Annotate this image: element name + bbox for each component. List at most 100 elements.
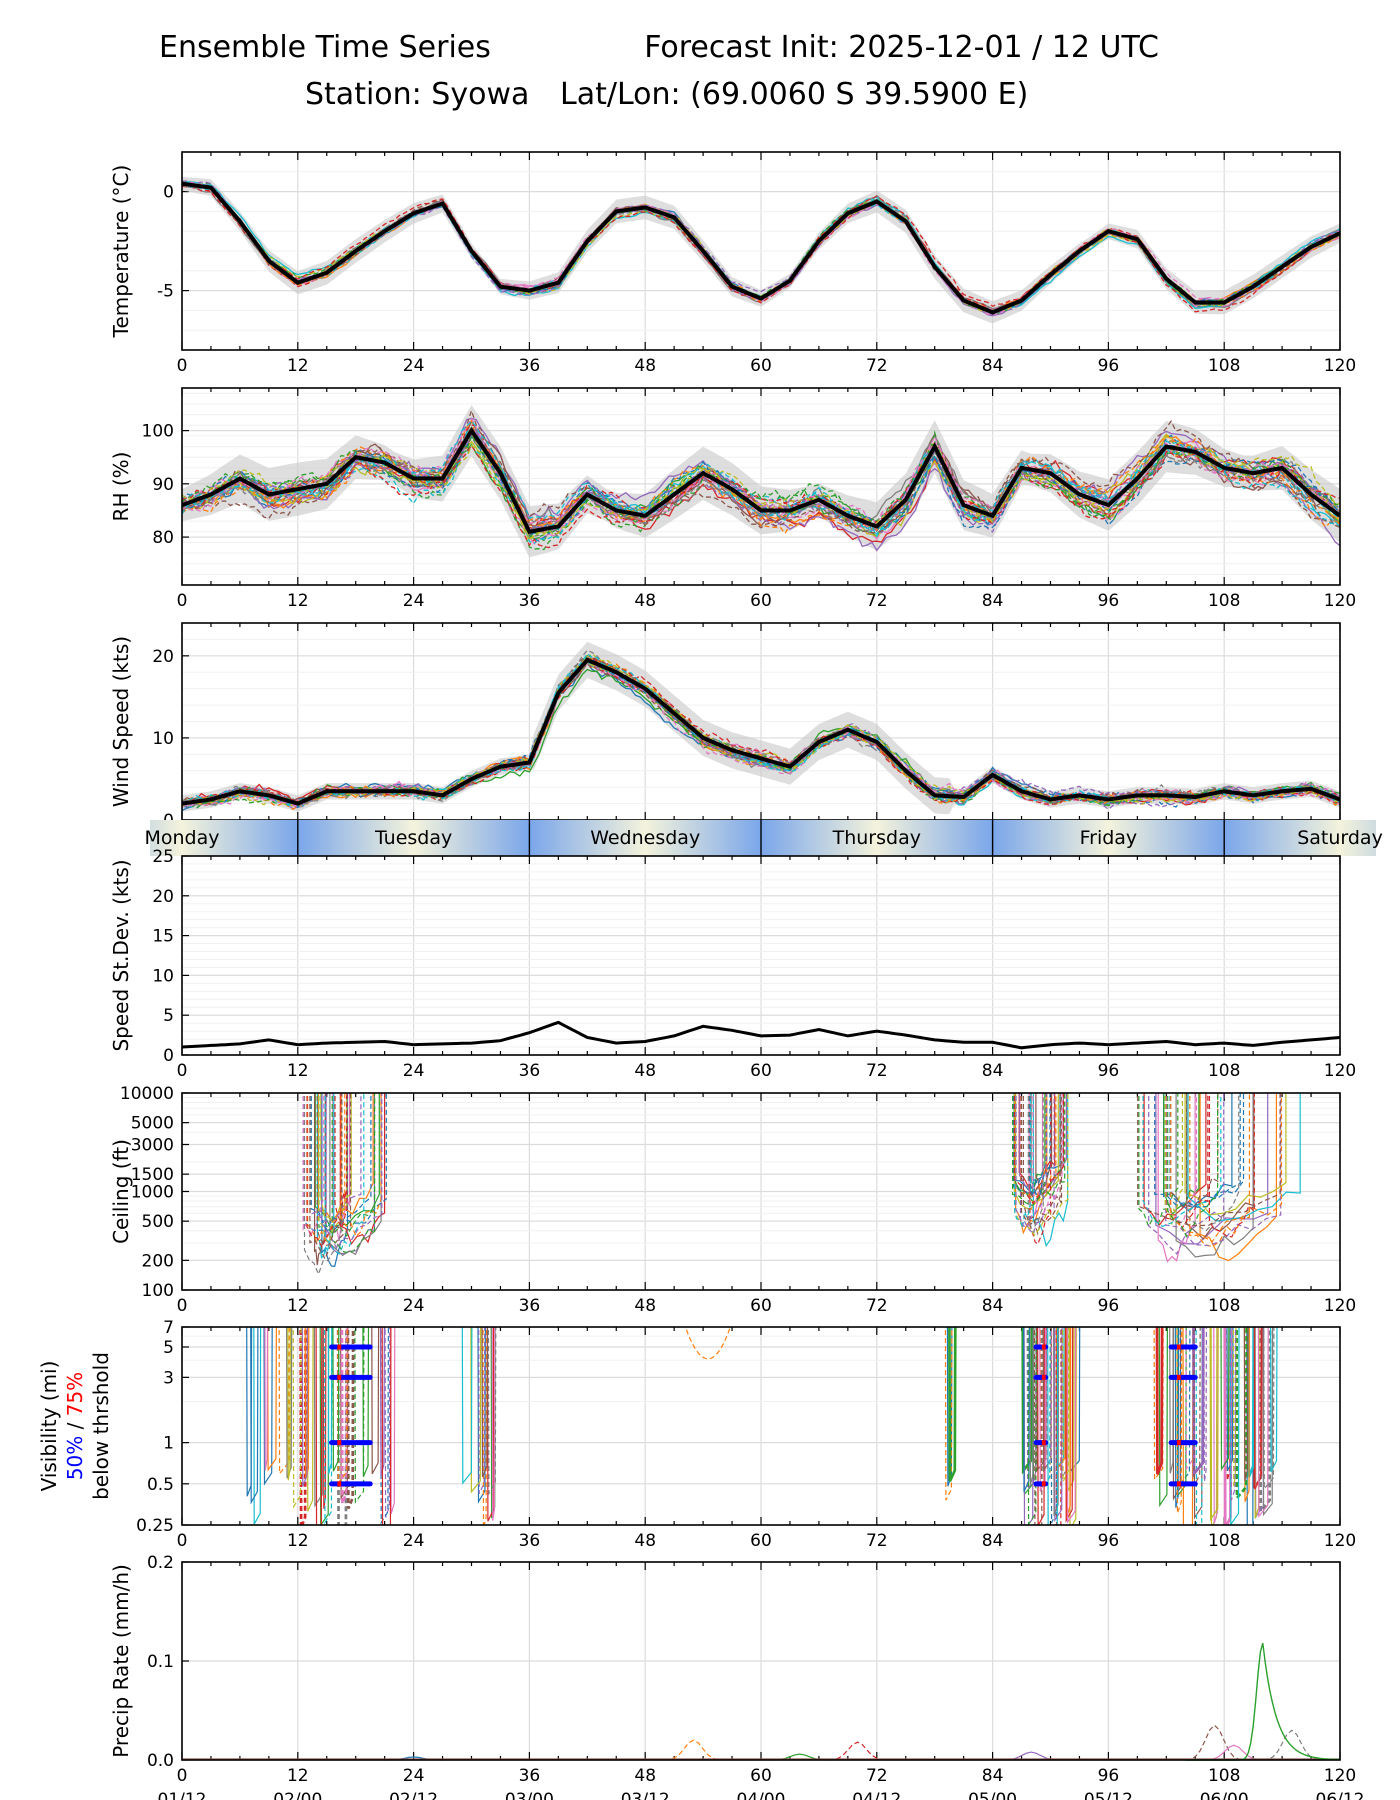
temp-panel-spread-band — [182, 176, 1340, 324]
rh-panel-frame — [181, 387, 1341, 586]
visibility-panel-member-line — [1243, 1327, 1249, 1481]
visibility-panel-member-line — [478, 1327, 486, 1495]
visibility-panel-member-line — [1195, 1327, 1203, 1525]
precip-panel-axes: 0.0 0.1 0.2 Precip Rate (mm/h) — [109, 1553, 1341, 1771]
visibility-panel-ytick-label: 1 — [163, 1434, 174, 1454]
rh-panel-member-line — [182, 444, 1340, 549]
valid-time-label: 01/12 — [158, 1790, 207, 1800]
ceiling-panel-member-line — [1032, 1093, 1063, 1215]
visibility-panel-member-line — [487, 1327, 497, 1496]
visibility-panel-member-line — [381, 1327, 392, 1525]
visibility-panel-member-line — [287, 1327, 291, 1481]
temp-panel-xtick-label: 48 — [634, 356, 656, 376]
day-strip-label: Monday — [144, 827, 219, 849]
visibility-panel-member-line — [1022, 1327, 1030, 1493]
stdev-panel-xtick-label: 108 — [1208, 1061, 1240, 1081]
day-strip-cell — [761, 820, 993, 856]
visibility-panel-member-line — [1179, 1327, 1191, 1485]
precip-panel-ylabel: Precip Rate (mm/h) — [109, 1564, 133, 1758]
temp-panel-ytick-label: -5 — [157, 282, 174, 302]
visibility-panel-member-line — [1182, 1327, 1194, 1525]
precip-panel-xtick-label: 108 — [1208, 1766, 1240, 1786]
ceiling-panel-member-line — [334, 1093, 348, 1227]
ceiling-panel-ylabel: Ceiling (ft) — [109, 1139, 133, 1244]
temp-panel-ytick-label: 0 — [163, 183, 174, 203]
visibility-panel-member-line — [1258, 1327, 1272, 1515]
temp-panel-xtick-label: 72 — [866, 356, 888, 376]
ceiling-panel-ytick-label: 500 — [142, 1212, 174, 1232]
stdev-panel-mean-line — [182, 1020, 1340, 1050]
visibility-panel-member-line — [278, 1327, 290, 1476]
visibility-panel-member-line — [1176, 1327, 1183, 1514]
ceiling-panel-member-line — [1164, 1093, 1183, 1225]
visibility-panel-member-line — [481, 1327, 488, 1478]
visibility-panel-member-line — [1220, 1327, 1230, 1472]
visibility-panel-member-line — [1047, 1327, 1059, 1525]
ceiling-panel-member-line — [1167, 1093, 1219, 1238]
ceiling-panel-member-line — [1020, 1093, 1061, 1225]
rh-panel-xtick-label: 84 — [982, 591, 1004, 611]
rh-panel-xticks: 0 12 24 36 48 60 72 84 96 108 120 — [177, 591, 1357, 611]
ceiling-panel-member-line — [1175, 1093, 1254, 1258]
day-strip-cell — [992, 820, 1225, 856]
ceiling-panel-xtick-label: 108 — [1208, 1296, 1240, 1316]
ceiling-panel-member-line — [1170, 1093, 1219, 1209]
visibility-panel-member-line — [486, 1327, 495, 1522]
visibility-panel-member-line — [1262, 1327, 1274, 1517]
stdev-panel-frame — [181, 855, 1341, 1056]
visibility-panel-member-line — [332, 1327, 340, 1472]
ceiling-panel-xtick-label: 48 — [634, 1296, 656, 1316]
ceiling-panel-member-line — [302, 1093, 387, 1232]
stdev-panel-xtick-label: 96 — [1098, 1061, 1120, 1081]
visibility-panel-member-line — [1053, 1327, 1063, 1523]
visibility-panel-member-line — [1066, 1327, 1077, 1524]
temp-panel-xtick-label: 60 — [750, 356, 772, 376]
temp-panel-xtick-label: 24 — [403, 356, 425, 376]
visibility-panel-member-line — [322, 1327, 327, 1509]
latlon-label: Lat/Lon: (69.0060 S 39.5900 E) — [560, 77, 1029, 112]
visibility-panel-member-line — [1053, 1327, 1060, 1516]
visibility-panel-member-line — [1209, 1327, 1219, 1522]
visibility-panel-xtick-label: 84 — [982, 1531, 1004, 1551]
rh-panel-member-line — [182, 408, 1340, 534]
visibility-panel-ytick-label: 0.25 — [136, 1516, 174, 1536]
rh-panel-ytick-label: 80 — [152, 528, 174, 548]
valid-time-label: 06/12 — [1316, 1790, 1365, 1800]
ceiling-panel-member-line — [1163, 1093, 1233, 1212]
ceiling-panel-member-line — [331, 1093, 376, 1254]
precip-panel-xtick-label: 24 — [403, 1766, 425, 1786]
rh-panel-xtick-label: 24 — [403, 591, 425, 611]
visibility-panel-ylabel-sub: below thrshold — [89, 1352, 113, 1500]
ceiling-panel-member-line — [1157, 1093, 1196, 1263]
temp-panel-series — [182, 176, 1340, 324]
stdev-panel-xtick-label: 12 — [287, 1061, 309, 1081]
ceiling-panel-ytick-label: 1000 — [131, 1183, 174, 1203]
ceiling-panel-series — [302, 1093, 1301, 1276]
stdev-panel-xtick-label: 0 — [177, 1061, 188, 1081]
ceiling-panel-member-line — [1138, 1093, 1179, 1228]
temp-panel-xtick-label: 120 — [1324, 356, 1356, 376]
visibility-panel-member-line — [1037, 1327, 1046, 1525]
ceiling-panel-member-line — [318, 1093, 376, 1237]
visibility-panel-member-line — [1270, 1327, 1278, 1472]
stdev-panel-xtick-label: 36 — [519, 1061, 541, 1081]
precip-panel-frame — [181, 1561, 1341, 1761]
valid-time-label: 04/00 — [737, 1790, 786, 1800]
visibility-panel-xtick-label: 72 — [866, 1531, 888, 1551]
day-strip-label: Friday — [1080, 827, 1138, 849]
valid-time-label: 06/00 — [1200, 1790, 1249, 1800]
visibility-panel-member-line — [301, 1327, 308, 1487]
visibility-panel-member-line — [1065, 1327, 1072, 1517]
valid-time-label: 03/12 — [621, 1790, 670, 1800]
visibility-panel-xtick-label: 36 — [519, 1531, 541, 1551]
day-strip-cell — [297, 820, 530, 856]
valid-time-ticks: 01/12 02/00 02/12 03/00 03/12 04/00 04/12 05/00… — [158, 1790, 1365, 1800]
visibility-panel-member-line — [461, 1327, 473, 1485]
stdev-panel-xtick-label: 24 — [403, 1061, 425, 1081]
visibility-panel-ytick-label: 3 — [163, 1368, 174, 1388]
rh-panel-xtick-label: 60 — [750, 591, 772, 611]
rh-panel-member-line — [182, 434, 1340, 538]
precip-panel-ytick-label: 0.0 — [147, 1751, 174, 1771]
rh-panel-xtick-label: 0 — [177, 591, 188, 611]
wind-panel-mean-line — [182, 657, 1340, 806]
